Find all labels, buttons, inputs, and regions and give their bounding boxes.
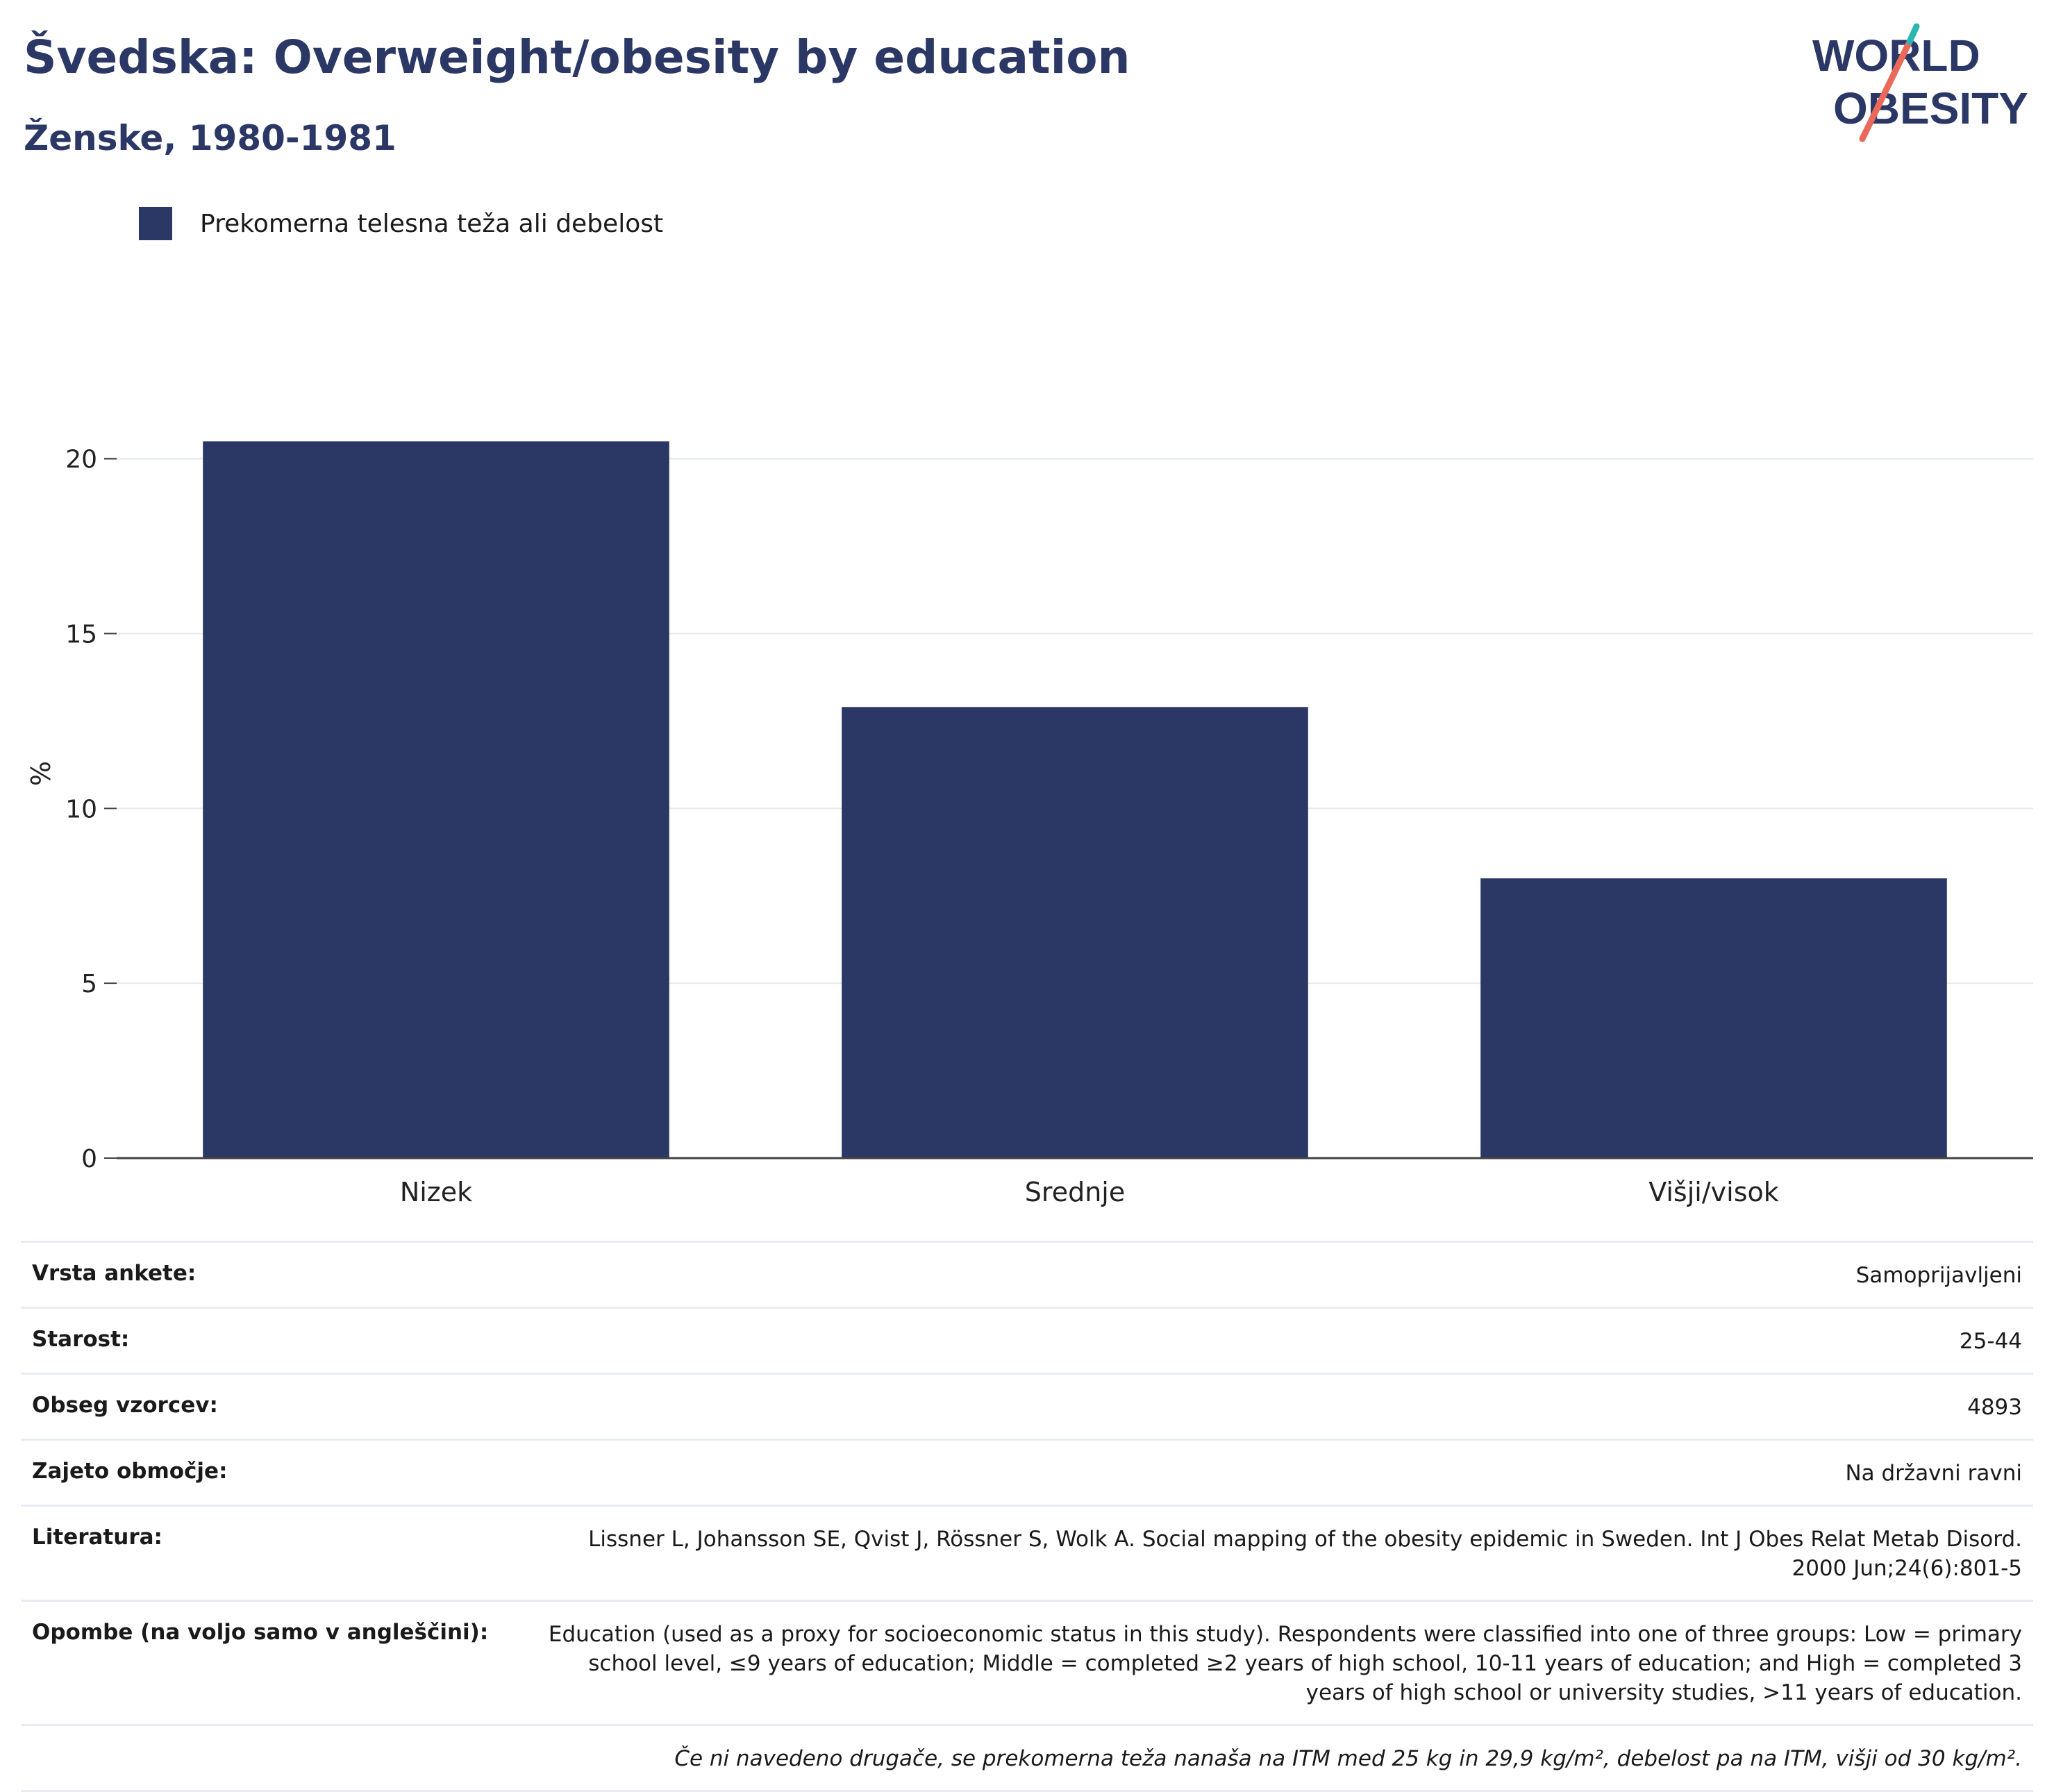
chart-title: Švedska: Overweight/obesity by education: [24, 31, 1130, 84]
y-tick-label: 0: [81, 1145, 97, 1173]
x-tick-label: Srednje: [1025, 1177, 1125, 1207]
info-value: Na državni ravni: [1845, 1461, 2022, 1486]
chart-subtitle: Ženske, 1980-1981: [24, 118, 396, 158]
logo-slash-teal: [1906, 23, 1920, 45]
legend-label: Prekomerna telesna teža ali debelost: [200, 209, 664, 238]
info-row-sample-size: Obseg vzorcev: 4893: [21, 1373, 2033, 1439]
bar: [842, 707, 1308, 1158]
info-key: Opombe (na voljo samo v angleščini):: [32, 1620, 489, 1645]
info-key: Literatura:: [32, 1525, 162, 1550]
y-axis-label: %: [26, 761, 56, 786]
info-row-notes: Opombe (na voljo samo v angleščini): Edu…: [21, 1600, 2033, 1724]
legend[interactable]: Prekomerna telesna teža ali debelost: [139, 207, 663, 240]
info-row-references: Literatura: Lissner L, Johansson SE, Qvi…: [21, 1505, 2033, 1600]
info-row-survey-type: Vrsta ankete: Samoprijavljeni: [21, 1241, 2033, 1307]
info-value: 4893: [1967, 1395, 2022, 1420]
bar: [203, 441, 669, 1159]
logo-slash-red: [1859, 38, 1913, 142]
world-obesity-logo: WORLD OBESITY: [1812, 23, 2028, 142]
info-key: Starost:: [32, 1327, 130, 1352]
legend-swatch: [139, 207, 172, 240]
info-key: Vrsta ankete:: [32, 1261, 197, 1286]
info-value: 25-44: [1959, 1329, 2022, 1354]
info-row-age: Starost: 25-44: [21, 1307, 2033, 1373]
info-value: Samoprijavljeni: [1855, 1263, 2022, 1288]
x-tick-label: Višji/visok: [1648, 1177, 1779, 1207]
info-key: Obseg vzorcev:: [32, 1393, 218, 1418]
info-value: Lissner L, Johansson SE, Qvist J, Rössne…: [588, 1527, 2022, 1581]
y-tick-label: 10: [65, 795, 97, 823]
info-key: Zajeto območje:: [32, 1459, 228, 1484]
y-tick-label: 15: [65, 621, 97, 649]
y-tick-label: 20: [65, 446, 97, 474]
bar: [1480, 878, 1947, 1158]
info-footnote: Če ni navedeno drugače, se prekomerna te…: [21, 1724, 2033, 1792]
x-tick-label: Nizek: [400, 1177, 472, 1207]
info-value: Education (used as a proxy for socioecon…: [548, 1622, 2022, 1705]
info-row-area-covered: Zajeto območje: Na državni ravni: [21, 1439, 2033, 1505]
info-table: Vrsta ankete: Samoprijavljeni Starost: 2…: [21, 1241, 2033, 1792]
bar-chart: 0 5 10 15 20% Nizek Srednje Višji/visok: [26, 441, 2033, 1207]
footnote-text: Če ni navedeno drugače, se prekomerna te…: [674, 1746, 2022, 1771]
y-tick-label: 5: [81, 970, 97, 998]
